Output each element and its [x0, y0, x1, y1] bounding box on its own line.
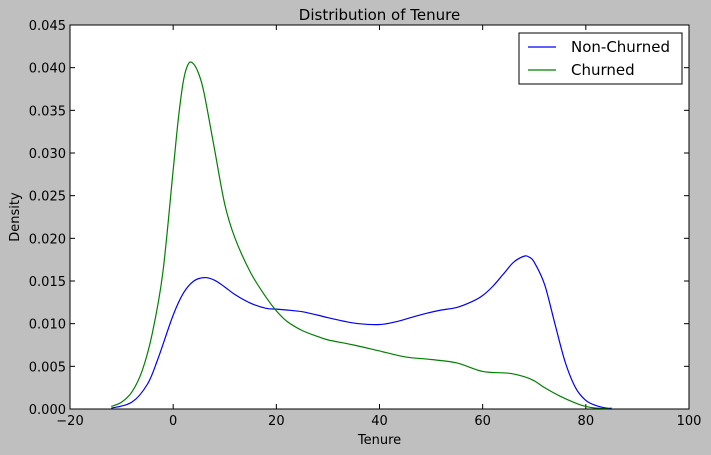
series-line-churned [111, 61, 612, 410]
x-tick-label: −20 [56, 414, 83, 429]
y-axis-label: Density [8, 192, 23, 242]
legend-label-non-churned: Non-Churned [571, 38, 670, 56]
y-tick-label: 0.025 [29, 190, 66, 205]
y-tick-label: 0.015 [29, 275, 66, 290]
plot-area [70, 25, 689, 409]
series-line-non-churned [111, 255, 612, 409]
x-tick-label: 80 [578, 414, 595, 429]
plot-frame [69, 24, 690, 410]
legend-label-churned: Churned [571, 61, 635, 79]
y-tick-label: 0.000 [29, 403, 66, 418]
y-tick-label: 0.005 [29, 360, 66, 375]
x-tick-label: 40 [371, 414, 388, 429]
x-axis-label: Tenure [357, 433, 401, 448]
x-tick-label: 0 [169, 414, 177, 429]
chart-title: Distribution of Tenure [299, 6, 460, 24]
x-tick-label: 100 [677, 414, 702, 429]
x-tick-label: 20 [268, 414, 285, 429]
x-tick-label: 60 [474, 414, 491, 429]
y-tick-label: 0.045 [29, 19, 66, 34]
y-tick-label: 0.030 [29, 147, 66, 162]
legend-box [518, 32, 683, 85]
legend: Non-Churned Churned [518, 32, 683, 85]
y-tick-label: 0.040 [29, 62, 66, 77]
axis-ticks: −20 0 20 40 60 80 100 0.000 0.005 0.010 0.015 0.020… [29, 19, 702, 429]
series-layer [111, 61, 612, 410]
y-tick-label: 0.020 [29, 232, 66, 247]
y-tick-label: 0.010 [29, 318, 66, 333]
y-tick-label: 0.035 [29, 104, 66, 119]
